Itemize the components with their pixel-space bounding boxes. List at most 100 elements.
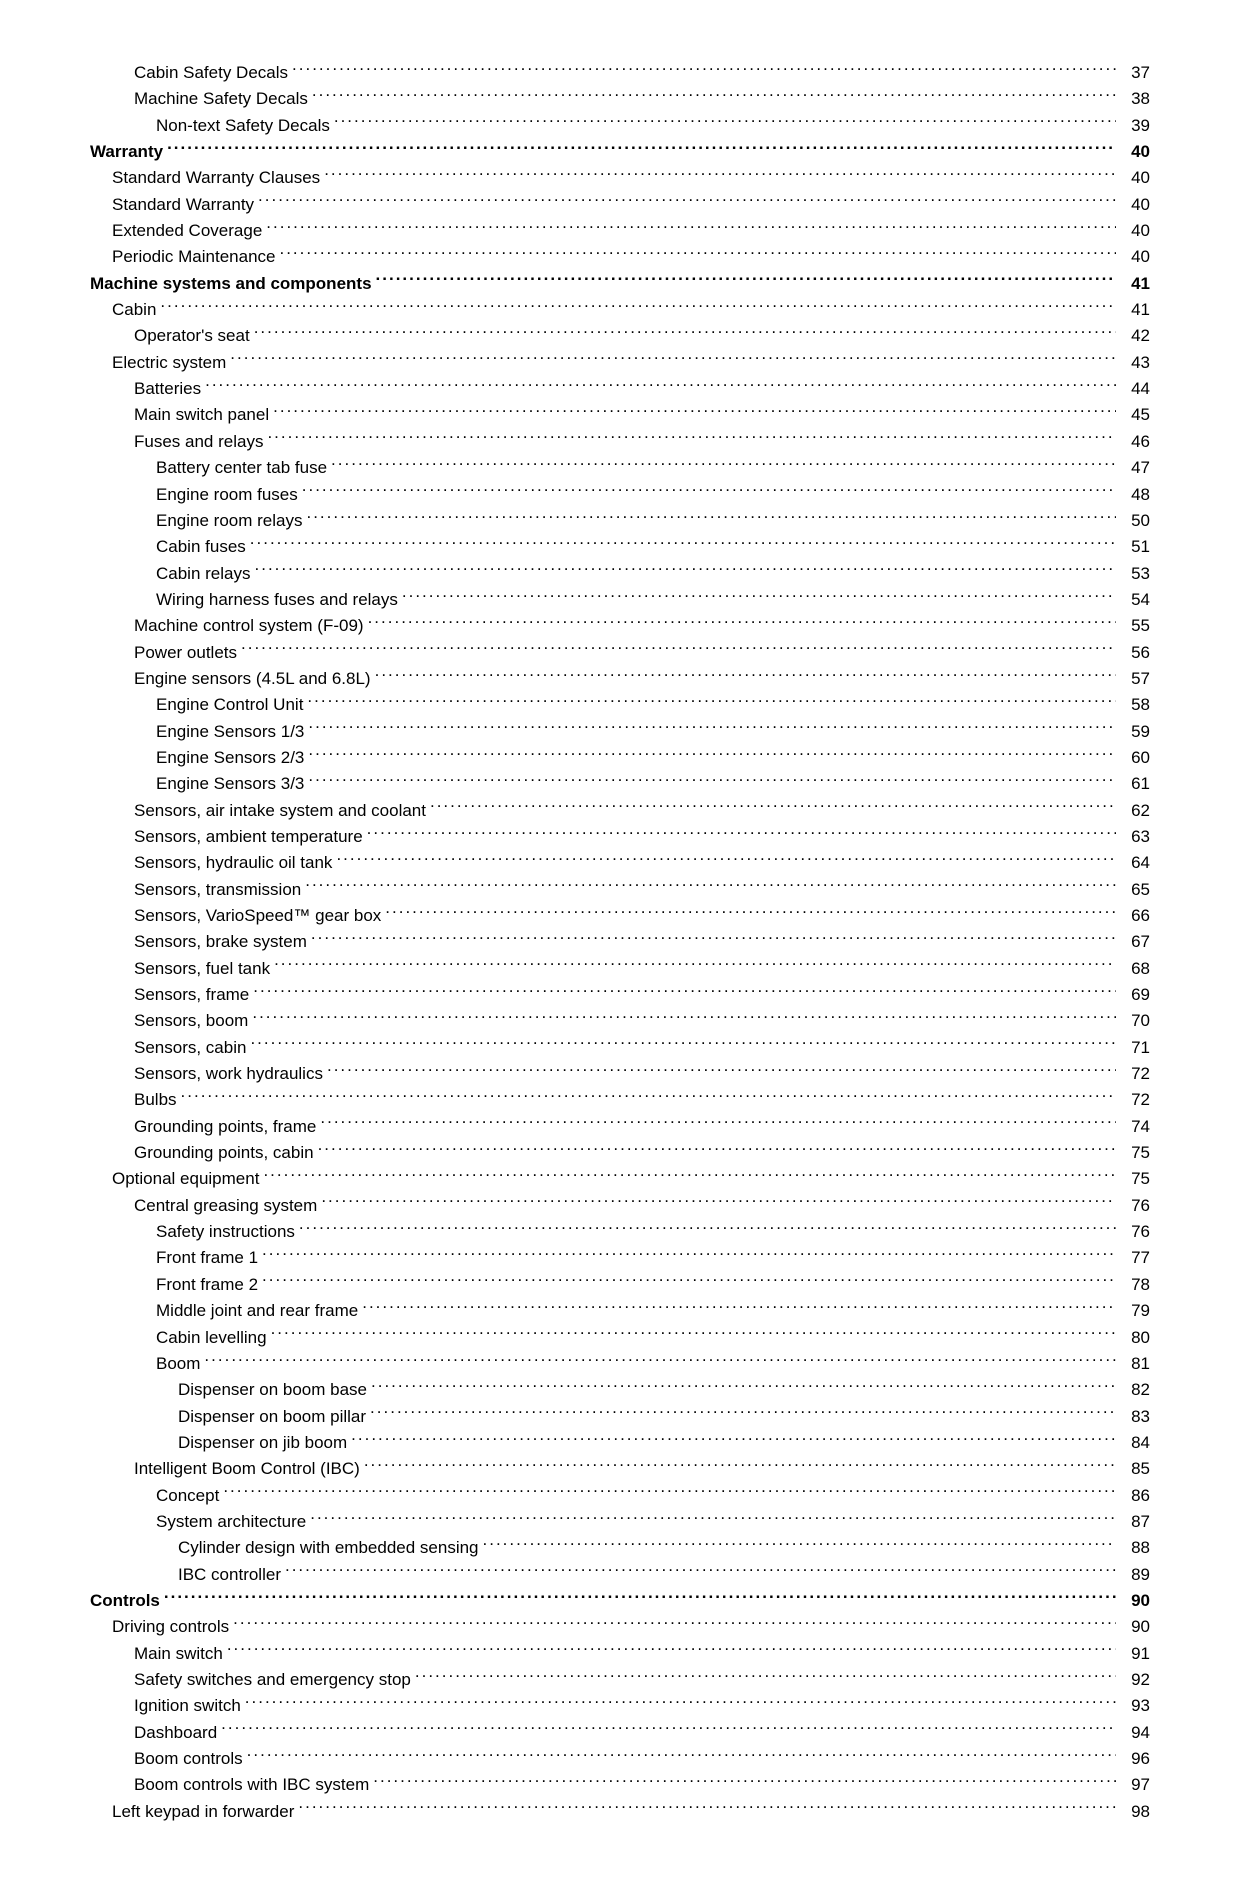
toc-entry: Battery center tab fuse 47 [156,455,1150,481]
toc-entry: Main switch 91 [134,1641,1150,1667]
toc-leader-dots [308,772,1116,789]
toc-entry-title: Intelligent Boom Control (IBC) [134,1456,360,1482]
toc-leader-dots [266,219,1116,236]
toc-entry-page-number: 78 [1120,1272,1150,1298]
toc-entry-title: Engine Sensors 1/3 [156,719,304,745]
toc-entry-title: Boom controls with IBC system [134,1772,369,1798]
toc-entry-title: Batteries [134,376,201,402]
toc-entry-page-number: 56 [1120,640,1150,666]
toc-entry-page-number: 76 [1120,1219,1150,1245]
toc-leader-dots [483,1536,1116,1553]
toc-entry: Middle joint and rear frame79 [156,1298,1150,1324]
toc-entry-page-number: 98 [1120,1799,1150,1825]
toc-entry-title: System architecture [156,1509,306,1535]
toc-entry-page-number: 51 [1120,534,1150,560]
toc-entry: Dashboard94 [134,1720,1150,1746]
toc-leader-dots [312,87,1116,104]
toc-entry-title: Sensors, ambient temperature [134,824,363,850]
toc-entry-page-number: 77 [1120,1245,1150,1271]
toc-leader-dots [292,61,1116,78]
toc-entry-page-number: 88 [1120,1535,1150,1561]
toc-entry-title: Middle joint and rear frame [156,1298,358,1324]
toc-entry-page-number: 69 [1120,982,1150,1008]
toc-entry-page-number: 75 [1120,1166,1150,1192]
toc-entry-page-number: 91 [1120,1641,1150,1667]
toc-entry: Power outlets56 [134,640,1150,666]
toc-entry-page-number: 40 [1120,139,1150,165]
toc-entry-page-number: 58 [1120,692,1150,718]
toc-leader-dots [302,483,1116,500]
toc-entry: Machine systems and components41 [90,271,1150,297]
toc-leader-dots [336,851,1116,868]
toc-entry-page-number: 39 [1120,113,1150,139]
toc-leader-dots [273,403,1116,420]
toc-leader-dots [311,930,1116,947]
toc-entry-title: Central greasing system [134,1193,317,1219]
toc-entry: Optional equipment75 [112,1166,1150,1192]
toc-entry-page-number: 75 [1120,1140,1150,1166]
toc-entry-page-number: 44 [1120,376,1150,402]
toc-entry-page-number: 63 [1120,824,1150,850]
toc-entry-page-number: 37 [1120,60,1150,86]
toc-leader-dots [181,1088,1116,1105]
toc-entry-page-number: 62 [1120,798,1150,824]
toc-entry: Sensors, work hydraulics72 [134,1061,1150,1087]
toc-entry-page-number: 54 [1120,587,1150,613]
toc-entry-title: Left keypad in forwarder [112,1799,294,1825]
toc-leader-dots [299,1220,1116,1237]
toc-entry-page-number: 71 [1120,1035,1150,1061]
toc-entry: Batteries 44 [134,376,1150,402]
toc-entry: Grounding points, cabin75 [134,1140,1150,1166]
toc-leader-dots [250,1036,1116,1053]
toc-entry-page-number: 43 [1120,350,1150,376]
toc-leader-dots [205,377,1116,394]
toc-entry-page-number: 55 [1120,613,1150,639]
toc-entry-title: Cabin Safety Decals [134,60,288,86]
toc-entry: Machine control system (F-09)55 [134,613,1150,639]
toc-entry-title: Non-text Safety Decals [156,113,330,139]
toc-entry-title: Sensors, frame [134,982,249,1008]
toc-entry-page-number: 70 [1120,1008,1150,1034]
toc-entry: Engine sensors (4.5L and 6.8L)57 [134,666,1150,692]
toc-entry-page-number: 83 [1120,1404,1150,1430]
toc-entry-page-number: 47 [1120,455,1150,481]
toc-entry-title: Operator's seat [134,323,250,349]
toc-entry: Bulbs72 [134,1087,1150,1113]
toc-entry-title: Standard Warranty [112,192,254,218]
toc-entry-title: Cabin fuses [156,534,246,560]
toc-leader-dots [362,1299,1116,1316]
toc-leader-dots [376,272,1116,289]
toc-leader-dots [221,1721,1116,1738]
toc-entry-title: Engine sensors (4.5L and 6.8L) [134,666,371,692]
toc-entry: Cabin fuses 51 [156,534,1150,560]
toc-leader-dots [223,1484,1116,1501]
toc-entry-page-number: 41 [1120,297,1150,323]
toc-entry-page-number: 61 [1120,771,1150,797]
toc-entry-title: Sensors, VarioSpeed™ gear box [134,903,381,929]
toc-entry-page-number: 60 [1120,745,1150,771]
toc-entry-page-number: 41 [1120,271,1150,297]
toc-entry-page-number: 85 [1120,1456,1150,1482]
toc-entry-title: Main switch [134,1641,223,1667]
toc-entry-page-number: 40 [1120,192,1150,218]
toc-entry: Dispenser on jib boom84 [178,1430,1150,1456]
toc-entry: Engine Sensors 1/359 [156,719,1150,745]
toc-leader-dots [262,1273,1116,1290]
toc-entry-title: Sensors, work hydraulics [134,1061,323,1087]
toc-entry: Boom controls96 [134,1746,1150,1772]
toc-entry-title: Battery center tab fuse [156,455,327,481]
toc-entry: Fuses and relays46 [134,429,1150,455]
toc-leader-dots [233,1615,1116,1632]
toc-leader-dots [324,166,1116,183]
toc-entry: Sensors, fuel tank68 [134,956,1150,982]
toc-leader-dots [247,1747,1116,1764]
toc-entry-title: Boom [156,1351,200,1377]
toc-entry-page-number: 40 [1120,244,1150,270]
toc-entry: Cabin relays53 [156,561,1150,587]
toc-entry-page-number: 40 [1120,218,1150,244]
toc-leader-dots [253,983,1116,1000]
toc-entry: Sensors, brake system67 [134,929,1150,955]
toc-leader-dots [430,799,1116,816]
toc-leader-dots [308,720,1116,737]
toc-entry: Cabin levelling80 [156,1325,1150,1351]
